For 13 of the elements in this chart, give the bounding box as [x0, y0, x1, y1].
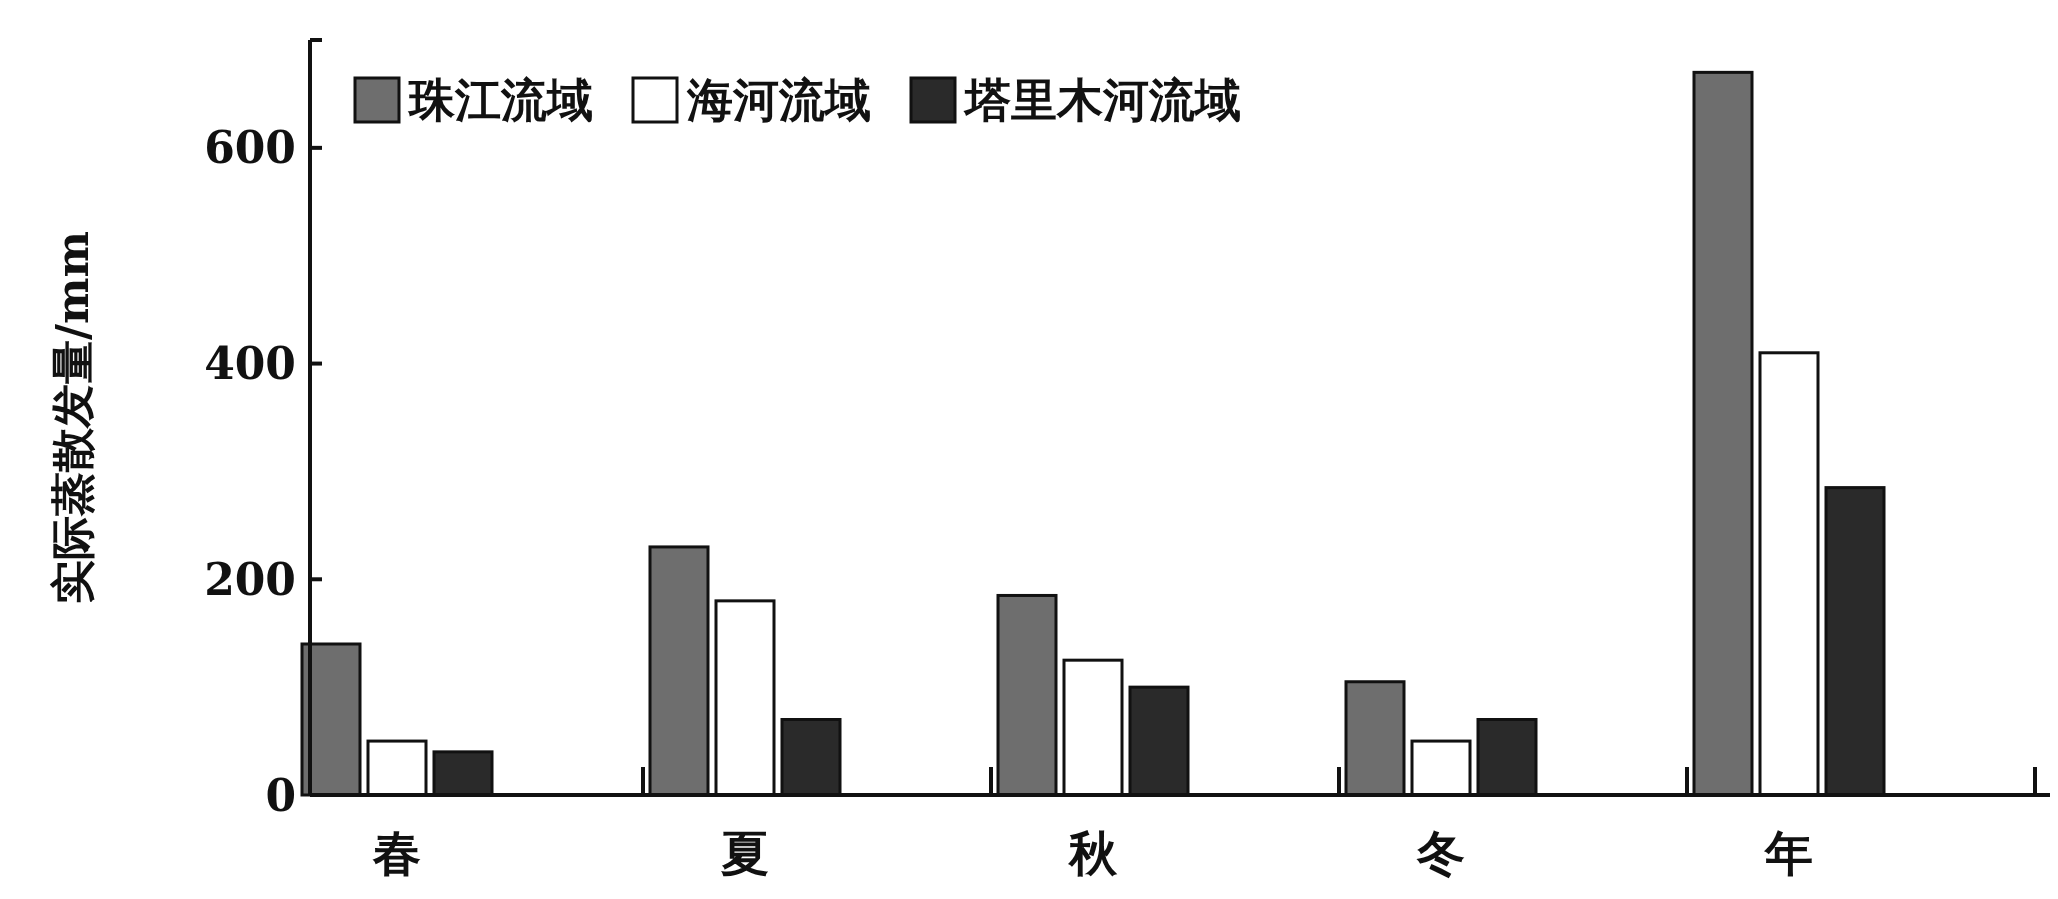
y-tick-label: 600: [204, 122, 296, 174]
x-tick-label: 夏: [721, 825, 769, 881]
y-tick-label: 0: [265, 769, 296, 821]
x-tick-label: 春: [372, 825, 421, 881]
legend-label: 海河流域: [686, 73, 871, 127]
y-tick-label: 200: [204, 553, 296, 605]
y-tick-label: 400: [204, 338, 296, 390]
x-tick-label: 冬: [1416, 825, 1465, 881]
x-tick-label: 秋: [1067, 825, 1118, 881]
legend-label: 塔里木河流域: [963, 73, 1241, 127]
y-axis-title: 实际蒸散发量/mm: [46, 230, 98, 605]
x-tick-label: 年: [1763, 825, 1813, 881]
legend-label: 珠江流域: [407, 73, 593, 127]
